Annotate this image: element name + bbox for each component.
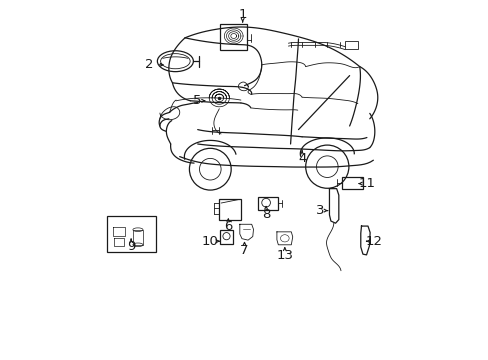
Text: 1: 1 <box>238 8 246 21</box>
Text: 6: 6 <box>224 220 232 233</box>
Text: 5: 5 <box>192 94 201 107</box>
Text: 8: 8 <box>262 208 270 221</box>
Text: 7: 7 <box>240 244 248 257</box>
Bar <box>106 216 155 252</box>
Bar <box>220 24 247 50</box>
Text: 10: 10 <box>202 235 218 248</box>
Bar <box>219 199 241 220</box>
Text: 2: 2 <box>144 58 153 71</box>
Text: 12: 12 <box>365 235 382 248</box>
Text: 3: 3 <box>315 204 324 217</box>
Bar <box>257 197 277 210</box>
Bar <box>345 41 358 49</box>
Bar <box>133 230 142 245</box>
Text: 11: 11 <box>358 177 375 190</box>
Text: 9: 9 <box>127 240 135 253</box>
Text: 4: 4 <box>297 152 305 165</box>
Bar <box>341 177 363 189</box>
Text: 13: 13 <box>276 249 293 262</box>
Bar <box>220 230 232 244</box>
